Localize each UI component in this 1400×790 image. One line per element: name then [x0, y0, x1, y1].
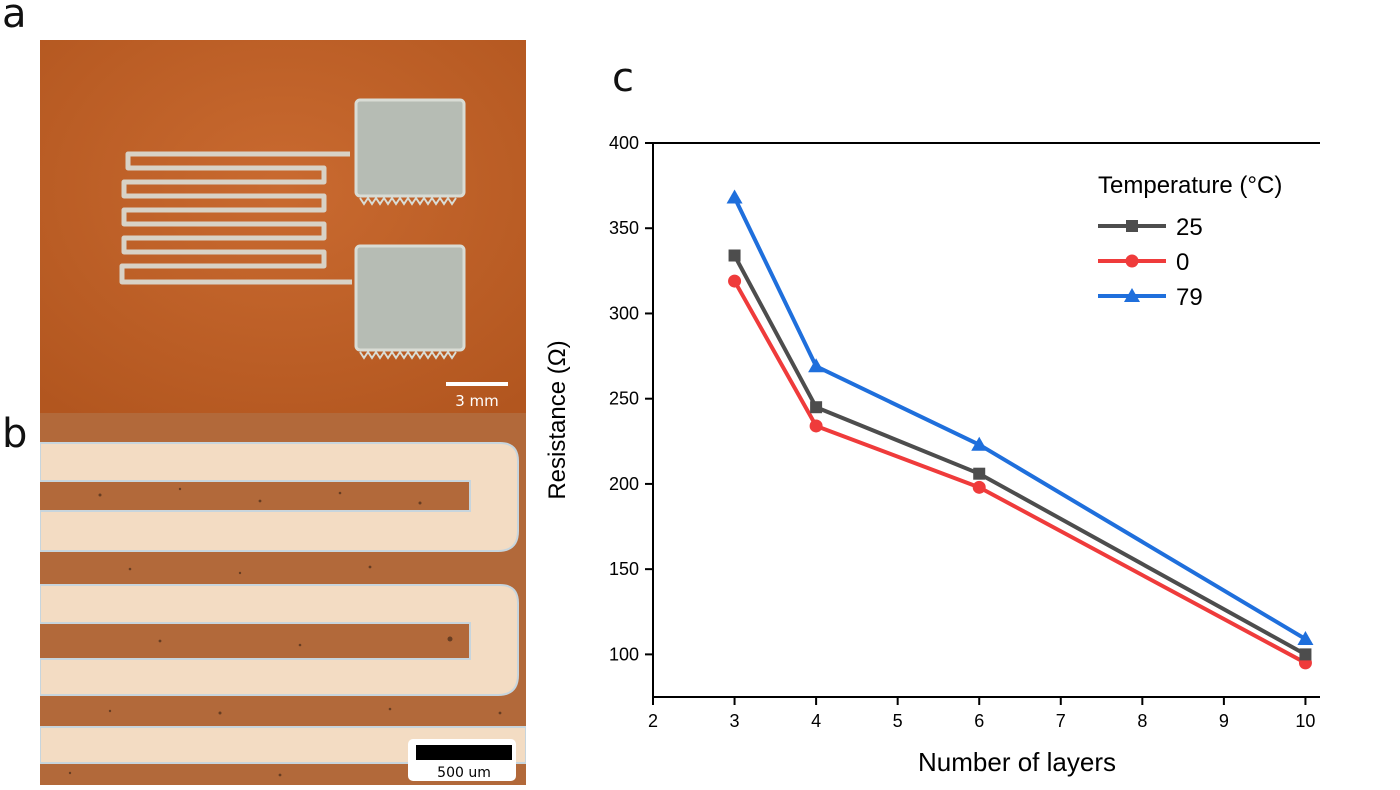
pad-serrations [359, 196, 457, 360]
x-tick-label: 3 [730, 711, 740, 731]
contact-pad-top [354, 98, 466, 198]
y-tick-label: 150 [609, 559, 639, 579]
legend-label: 79 [1176, 284, 1203, 311]
chart-axes: 234567891011100150200250300350400Number … [544, 133, 1320, 777]
legend-entry-0: 0 [1098, 249, 1189, 276]
y-tick-label: 350 [609, 218, 639, 238]
x-axis-label: Number of layers [918, 747, 1116, 777]
x-tick-label: 9 [1219, 711, 1229, 731]
x-tick-label: 10 [1295, 711, 1315, 731]
y-tick-label: 100 [609, 644, 639, 664]
x-tick-label: 8 [1137, 711, 1147, 731]
data-point-79 [808, 358, 825, 373]
legend-entry-79: 79 [1098, 284, 1203, 311]
legend-marker [1125, 254, 1139, 268]
data-point-25 [728, 249, 741, 262]
scale-bar-a-label: 3 mm [455, 392, 499, 410]
data-point-79 [726, 189, 743, 204]
y-tick-label: 250 [609, 389, 639, 409]
micrograph-illustration: 500 um [40, 413, 526, 785]
panel-a-label: a [2, 0, 27, 37]
data-point-25 [1299, 648, 1312, 661]
data-point-79 [1297, 631, 1314, 646]
series-line-25 [732, 254, 1307, 657]
scale-bar-b-label: 500 um [437, 765, 491, 781]
legend-marker [1124, 288, 1140, 302]
legend-entry-25: 25 [1098, 214, 1203, 241]
x-tick-label: 4 [811, 711, 821, 731]
series-0 [728, 274, 1312, 670]
series-line-79 [732, 196, 1307, 641]
y-tick-label: 400 [609, 133, 639, 153]
scale-bar-b [416, 745, 512, 760]
data-point-0 [728, 274, 742, 288]
y-tick-label: 200 [609, 474, 639, 494]
series-25 [728, 249, 1312, 661]
data-point-25 [973, 467, 986, 480]
scale-bar-a [446, 382, 508, 386]
data-point-0 [972, 480, 986, 494]
panel-b-label: b [2, 411, 28, 457]
data-point-25 [810, 401, 823, 414]
x-tick-label: 2 [648, 711, 658, 731]
data-point-0 [809, 419, 823, 433]
chart-series [726, 189, 1314, 670]
legend-title: Temperature (°C) [1098, 172, 1282, 199]
x-tick-label: 5 [893, 711, 903, 731]
panel-b-photo: 500 um [40, 413, 526, 785]
speckles [68, 487, 502, 777]
panel-a-photo: 3 mm [40, 40, 526, 413]
legend-label: 0 [1176, 249, 1189, 276]
plot-frame [652, 142, 1320, 698]
x-tick-label: 6 [974, 711, 984, 731]
series-line-0 [732, 280, 1307, 665]
legend-marker [1126, 220, 1138, 232]
resistance-line-chart: 234567891011100150200250300350400Number … [544, 133, 1320, 777]
x-tick-label: 7 [1056, 711, 1066, 731]
contact-pad-bottom [354, 244, 466, 352]
meander-trace [119, 151, 352, 285]
sensor-photo-illustration: 3 mm [40, 40, 526, 413]
y-tick-label: 300 [609, 303, 639, 323]
y-axis-label: Resistance (Ω) [544, 340, 571, 499]
series-79 [726, 189, 1314, 646]
data-point-79 [971, 436, 988, 451]
chart-legend: Temperature (°C) 25 0 79 [1098, 172, 1282, 311]
panel-c-label: c [612, 55, 634, 101]
legend-label: 25 [1176, 214, 1203, 241]
